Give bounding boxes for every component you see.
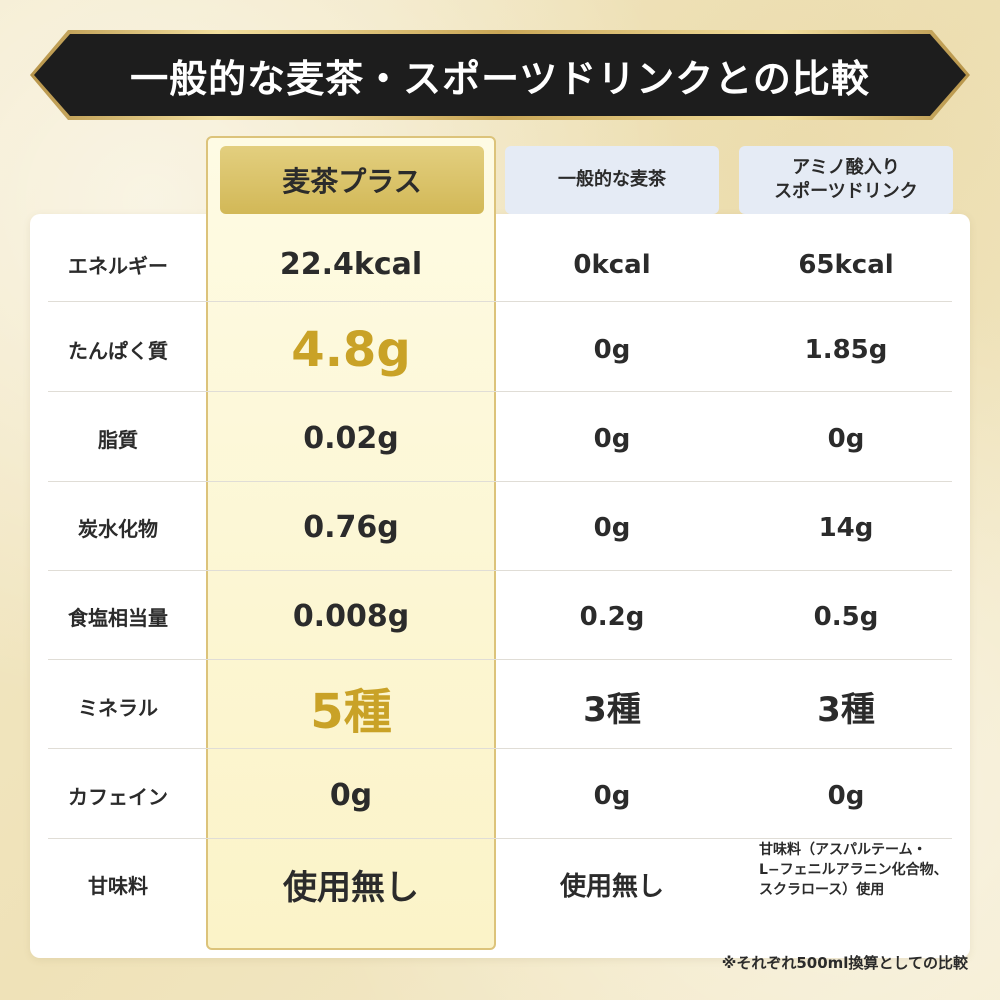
- row-divider: [48, 748, 952, 749]
- table-row: 甘味料 使用無し 使用無し 甘味料（アスパルテーム・ L−フェニルアラニン化合物…: [30, 840, 950, 929]
- col3-value: 0g: [827, 423, 865, 454]
- row-label: 脂質: [98, 428, 138, 452]
- table-row: エネルギー 22.4kcal 0kcal 65kcal: [30, 220, 950, 309]
- col2-value: 0g: [593, 334, 631, 365]
- row-divider: [48, 301, 952, 302]
- main-value: 使用無し: [283, 868, 419, 908]
- col3-value-line3: スクラロース）使用: [759, 882, 885, 898]
- row-label: 食塩相当量: [68, 606, 168, 630]
- col2-value: 3種: [583, 690, 641, 730]
- row-divider: [48, 659, 952, 660]
- col3-value: 3種: [817, 690, 875, 730]
- column-header-col3-line2: スポーツドリンク: [774, 181, 918, 202]
- col2-value: 0g: [593, 512, 631, 543]
- page-title: 一般的な麦茶・スポーツドリンクとの比較: [130, 56, 870, 101]
- row-label: エネルギー: [68, 254, 168, 278]
- row-label: 炭水化物: [78, 517, 158, 541]
- main-value: 22.4kcal: [279, 247, 423, 282]
- column-header-main: 麦茶プラス: [220, 146, 484, 214]
- row-label: たんぱく質: [68, 339, 168, 363]
- col3-value: 甘味料（アスパルテーム・ L−フェニルアラニン化合物、 スクラロース）使用: [739, 840, 953, 929]
- row-divider: [48, 838, 952, 839]
- column-header-col3-line1: アミノ酸入り: [792, 157, 900, 178]
- main-value: 0.008g: [292, 599, 410, 634]
- col3-value-line1: 甘味料（アスパルテーム・: [759, 842, 927, 858]
- col2-value: 0kcal: [573, 249, 651, 280]
- col2-value: 0g: [593, 780, 631, 811]
- column-header-col2: 一般的な麦茶: [505, 146, 719, 214]
- main-value: 0.02g: [303, 421, 399, 456]
- row-divider: [48, 481, 952, 482]
- table-row: 食塩相当量 0.008g 0.2g 0.5g: [30, 572, 950, 661]
- column-header-col2-label: 一般的な麦茶: [558, 169, 666, 190]
- main-value: 4.8g: [291, 321, 411, 378]
- table-row: たんぱく質 4.8g 0g 1.85g: [30, 305, 950, 394]
- main-value: 0.76g: [303, 510, 399, 545]
- main-value: 0g: [329, 778, 373, 813]
- row-label: 甘味料: [88, 874, 148, 898]
- row-label: カフェイン: [68, 785, 168, 809]
- col2-value: 使用無し: [559, 872, 664, 902]
- table-row: カフェイン 0g 0g 0g: [30, 751, 950, 840]
- col3-value: 14g: [818, 512, 874, 543]
- col2-value: 0g: [593, 423, 631, 454]
- highlight-column: [206, 136, 496, 950]
- table-row: ミネラル 5種 3種 3種: [30, 662, 950, 751]
- row-divider: [48, 570, 952, 571]
- col3-value: 0g: [827, 780, 865, 811]
- col3-value: 1.85g: [804, 334, 888, 365]
- footnote: ※それぞれ500ml換算としての比較: [721, 954, 968, 972]
- title-banner: 一般的な麦茶・スポーツドリンクとの比較: [34, 34, 966, 116]
- column-header-main-label: 麦茶プラス: [282, 165, 422, 198]
- row-divider: [48, 391, 952, 392]
- column-header-col3: アミノ酸入り スポーツドリンク: [739, 146, 953, 214]
- main-value: 5種: [310, 683, 392, 740]
- col3-value: 0.5g: [813, 601, 879, 632]
- col3-value: 65kcal: [798, 249, 894, 280]
- col2-value: 0.2g: [579, 601, 645, 632]
- comparison-table: [30, 214, 970, 958]
- row-label: ミネラル: [78, 696, 158, 720]
- col3-value-line2: L−フェニルアラニン化合物、: [759, 862, 948, 878]
- table-row: 炭水化物 0.76g 0g 14g: [30, 483, 950, 572]
- table-row: 脂質 0.02g 0g 0g: [30, 394, 950, 483]
